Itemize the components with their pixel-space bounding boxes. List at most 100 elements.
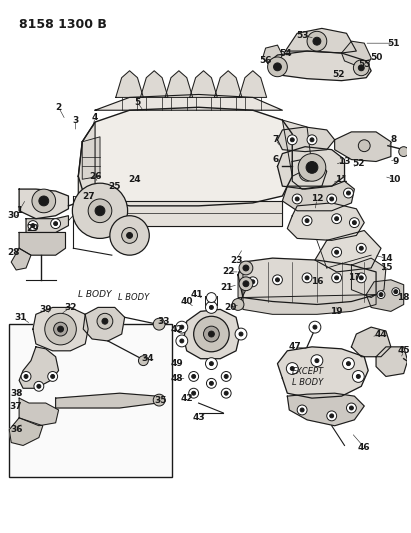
- Polygon shape: [82, 137, 100, 179]
- Circle shape: [251, 280, 255, 284]
- Circle shape: [95, 206, 105, 216]
- Text: 42: 42: [180, 394, 193, 402]
- Circle shape: [268, 57, 287, 77]
- Circle shape: [332, 273, 342, 283]
- Circle shape: [332, 214, 342, 224]
- Circle shape: [58, 326, 64, 332]
- Circle shape: [330, 197, 334, 201]
- Polygon shape: [287, 203, 364, 240]
- Text: 55: 55: [358, 60, 370, 69]
- Circle shape: [349, 217, 359, 228]
- Circle shape: [54, 222, 58, 225]
- Text: 41: 41: [190, 290, 203, 299]
- Circle shape: [379, 293, 383, 296]
- Circle shape: [206, 302, 217, 313]
- Circle shape: [304, 171, 310, 176]
- Circle shape: [349, 406, 353, 410]
- Polygon shape: [11, 248, 31, 270]
- Circle shape: [210, 362, 213, 366]
- Text: 36: 36: [10, 425, 23, 434]
- Circle shape: [32, 189, 55, 213]
- Polygon shape: [285, 28, 356, 53]
- Circle shape: [24, 375, 28, 378]
- Text: 3: 3: [72, 116, 79, 125]
- Circle shape: [110, 216, 149, 255]
- Polygon shape: [79, 107, 292, 206]
- Circle shape: [290, 138, 294, 142]
- Text: 54: 54: [279, 49, 292, 58]
- Circle shape: [299, 165, 315, 181]
- Text: 48: 48: [171, 374, 183, 383]
- Circle shape: [272, 275, 282, 285]
- Text: 56: 56: [259, 56, 272, 66]
- Circle shape: [330, 414, 334, 418]
- Text: 40: 40: [180, 297, 193, 306]
- Circle shape: [102, 318, 108, 324]
- Text: 43: 43: [192, 414, 205, 422]
- Polygon shape: [83, 308, 125, 341]
- Polygon shape: [239, 71, 267, 98]
- Circle shape: [298, 154, 326, 181]
- Text: 22: 22: [222, 268, 234, 277]
- Circle shape: [311, 355, 323, 367]
- Text: 51: 51: [388, 39, 400, 47]
- Circle shape: [302, 216, 312, 225]
- Circle shape: [176, 321, 188, 333]
- Text: 52: 52: [352, 159, 365, 168]
- Circle shape: [248, 277, 258, 287]
- Polygon shape: [268, 51, 371, 80]
- Circle shape: [88, 199, 112, 223]
- Circle shape: [122, 228, 137, 244]
- Text: 18: 18: [397, 293, 410, 302]
- Circle shape: [224, 375, 228, 378]
- Text: 2: 2: [55, 103, 62, 112]
- Polygon shape: [277, 347, 368, 398]
- Text: 52: 52: [332, 70, 345, 79]
- Text: 47: 47: [289, 342, 302, 351]
- Circle shape: [353, 60, 369, 76]
- Text: 13: 13: [338, 157, 351, 166]
- Circle shape: [302, 273, 312, 283]
- Polygon shape: [243, 295, 376, 314]
- Circle shape: [139, 356, 148, 366]
- Circle shape: [352, 370, 364, 382]
- Circle shape: [192, 375, 196, 378]
- Circle shape: [287, 135, 297, 145]
- Text: 10: 10: [388, 175, 400, 184]
- Circle shape: [45, 313, 76, 345]
- Circle shape: [72, 183, 127, 238]
- Circle shape: [275, 278, 279, 282]
- Circle shape: [51, 375, 55, 378]
- Polygon shape: [141, 71, 168, 98]
- Text: 53: 53: [296, 31, 308, 40]
- Circle shape: [51, 219, 60, 229]
- Polygon shape: [277, 147, 344, 189]
- Circle shape: [342, 358, 354, 369]
- Circle shape: [310, 138, 314, 142]
- Circle shape: [346, 362, 351, 366]
- Text: 5: 5: [134, 98, 141, 107]
- Text: 16: 16: [311, 277, 323, 286]
- Circle shape: [203, 326, 219, 342]
- Circle shape: [359, 276, 363, 280]
- Circle shape: [300, 408, 304, 412]
- Circle shape: [352, 221, 356, 224]
- Circle shape: [335, 250, 339, 254]
- Text: 44: 44: [374, 329, 388, 338]
- Circle shape: [37, 384, 41, 388]
- Circle shape: [356, 244, 366, 253]
- Circle shape: [286, 362, 298, 375]
- Circle shape: [327, 194, 337, 204]
- Text: 38: 38: [10, 389, 23, 398]
- Circle shape: [307, 31, 327, 51]
- Polygon shape: [19, 232, 65, 255]
- Polygon shape: [263, 45, 282, 65]
- Text: 11: 11: [335, 175, 348, 184]
- Circle shape: [224, 391, 228, 395]
- Circle shape: [232, 298, 244, 310]
- Circle shape: [305, 219, 309, 223]
- Text: 4: 4: [92, 112, 98, 122]
- Polygon shape: [376, 347, 408, 376]
- Circle shape: [297, 405, 307, 415]
- Circle shape: [34, 382, 44, 391]
